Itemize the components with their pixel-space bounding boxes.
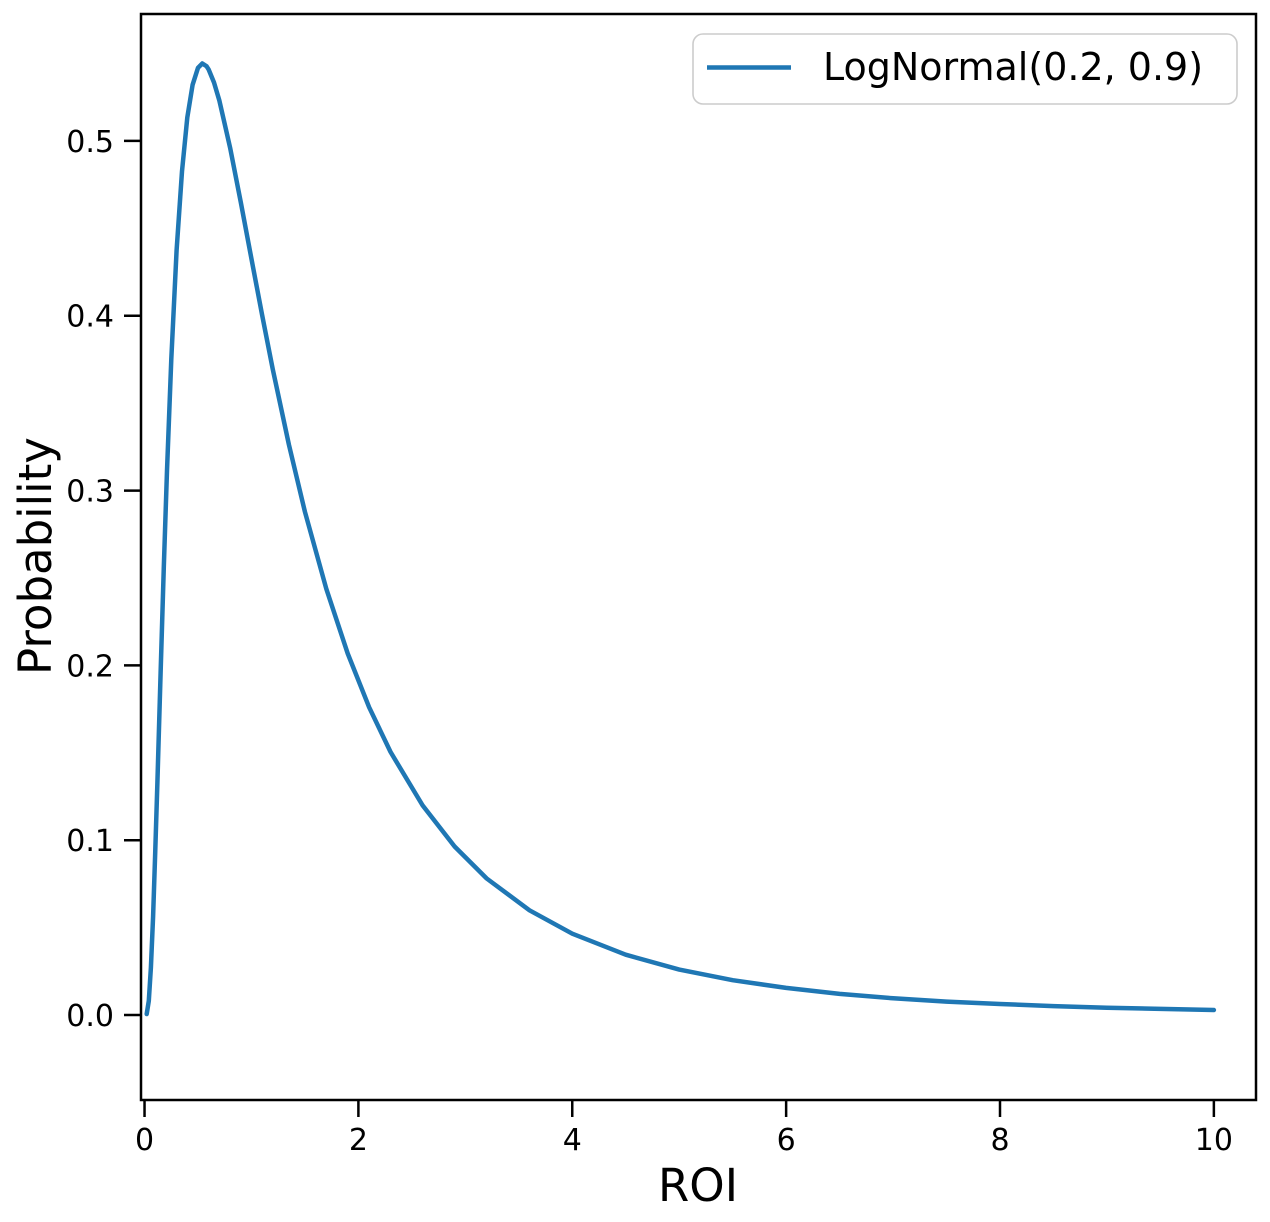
y-tick-label: 0.1 <box>66 824 114 859</box>
y-tick-label: 0.5 <box>66 125 114 160</box>
lognormal-curve <box>144 61 1217 1017</box>
x-tick-label: 4 <box>563 1123 582 1158</box>
y-axis-ticks: 0.0 0.1 0.2 0.3 0.4 0.5 <box>66 125 141 1034</box>
y-tick-label: 0.0 <box>66 999 114 1034</box>
y-tick-label: 0.3 <box>66 475 114 510</box>
x-tick-label: 2 <box>349 1123 368 1158</box>
x-tick-label: 10 <box>1195 1123 1233 1158</box>
y-axis-label: Probability <box>9 437 62 675</box>
legend-entry-label: LogNormal(0.2, 0.9) <box>823 45 1203 89</box>
x-tick-label: 8 <box>990 1123 1009 1158</box>
x-tick-label: 0 <box>135 1123 154 1158</box>
axes-border <box>139 12 1258 1102</box>
x-axis-label: ROI <box>658 1159 738 1212</box>
legend: LogNormal(0.2, 0.9) <box>692 33 1238 105</box>
x-axis-ticks: 0 2 4 6 8 10 <box>135 1100 1233 1158</box>
y-tick-label: 0.2 <box>66 649 114 684</box>
y-tick-label: 0.4 <box>66 300 114 335</box>
x-tick-label: 6 <box>777 1123 796 1158</box>
legend-box <box>692 33 1238 105</box>
